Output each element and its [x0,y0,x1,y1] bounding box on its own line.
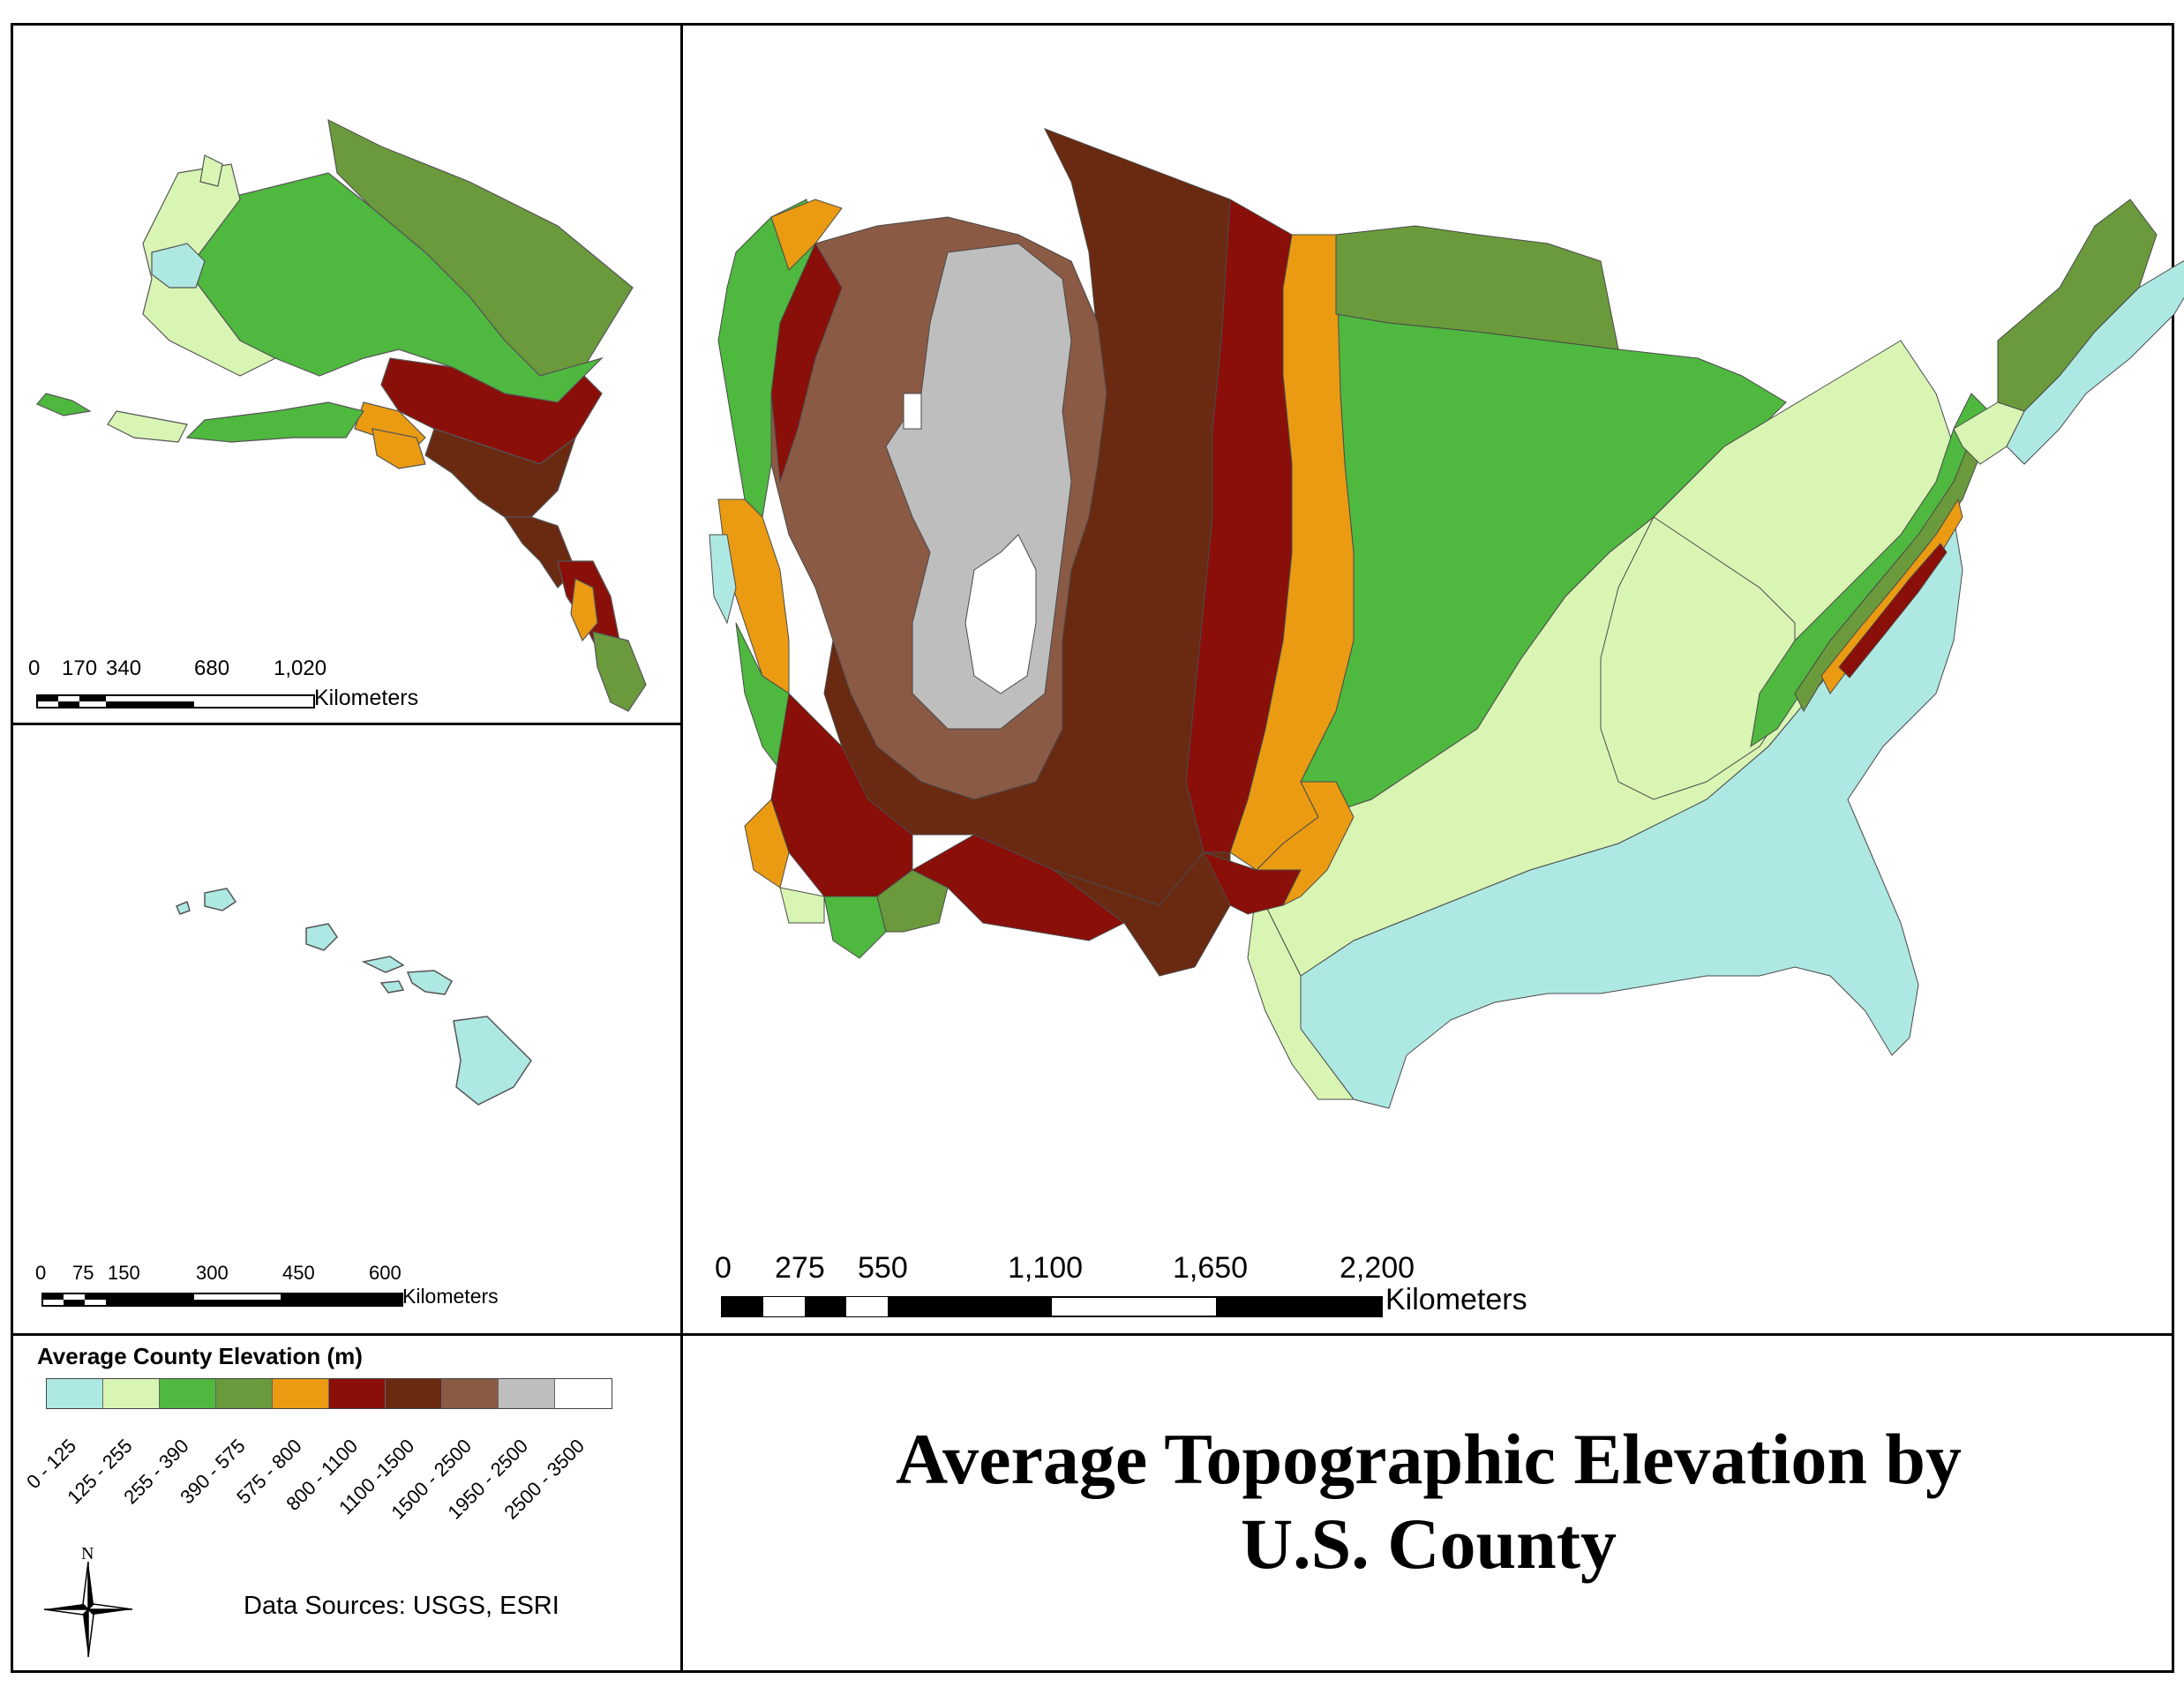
alaska-region [185,401,364,443]
scale-tick-label: 0 [28,656,41,680]
hawaii-island [176,900,191,915]
hawaii-inset: 0 75 150 300 450 600 Kilometers [11,725,683,1336]
map-title-line1: Average Topographic Elevation by [895,1419,1963,1499]
elevation-zone [770,199,843,271]
hawaii-map [176,888,532,1106]
scale-tick-label: 1,100 [1008,1251,1084,1285]
elevation-zone [823,896,887,959]
legend-swatch [386,1379,442,1408]
alaska-region [199,154,223,187]
title-panel: Average Topographic Elevation by U.S. Co… [683,1336,2174,1673]
map-title-line2: U.S. County [1240,1503,1617,1584]
data-sources: Data Sources: USGS, ESRI [244,1592,559,1620]
scale-tick-label: 600 [369,1262,402,1284]
hawaii-island [406,970,453,995]
scale-tick-label: 340 [106,656,142,680]
legend-swatch [103,1379,160,1408]
scale-tick-label: 300 [196,1262,229,1284]
legend-title: Average County Elevation (m) [37,1343,363,1369]
legend-swatch [555,1379,612,1408]
scale-tick-label: 450 [282,1262,315,1284]
alaska-region [592,631,647,712]
alaska-region [151,243,206,289]
conus-scale-bar [721,1296,1383,1317]
elevation-zone [779,887,825,924]
legend-swatch [329,1379,386,1408]
legend-swatch [273,1379,329,1408]
legend-swatch [216,1379,273,1408]
hawaii-island [204,888,237,911]
scale-tick-label: 0 [35,1262,47,1284]
alaska-map [36,118,647,712]
alaska-region [36,393,92,416]
hawaii-island [361,956,405,973]
elevation-zone [1247,886,1355,1100]
elevation-zone [964,534,1037,694]
scale-tick-label: 0 [715,1251,732,1285]
scale-tick-label: 170 [62,656,98,680]
alaska-region [107,410,188,443]
elevation-zone [1838,543,1948,679]
elevation-zone [1255,781,1355,907]
elevation-zone [1600,516,1796,800]
alaska-region [142,163,277,377]
elevation-zone [1335,225,1619,350]
scale-tick-label: 150 [108,1262,140,1284]
scale-tick-label: 680 [194,656,230,680]
elevation-zone [717,499,790,694]
elevation-zone [744,799,790,888]
elevation-zone [911,834,1125,941]
elevation-zone [1953,401,2025,465]
elevation-zone [903,393,922,430]
hawaii-island [379,980,405,993]
alaska-region [570,578,598,642]
scale-tick-label: 75 [72,1262,94,1284]
legend-swatch [47,1379,103,1408]
conus-map-panel: 0 275 550 1,100 1,650 2,200 Kilometers [683,23,2184,1336]
scale-unit: Kilometers [402,1285,499,1308]
hawaii-island [305,923,338,951]
scale-tick-label: 1,650 [1173,1251,1249,1285]
legend-swatch [160,1379,216,1408]
legend-swatch-row [46,1378,612,1409]
alaska-scale-bar [36,694,315,709]
conus-map [709,128,2184,1109]
elevation-zone [770,242,843,483]
map-layout-frame [11,23,2174,1673]
scale-unit: Kilometers [314,686,419,710]
legend-panel: Average County Elevation (m) 0 - 125 125… [11,1336,683,1673]
scale-tick-label: 2,200 [1340,1251,1415,1285]
elevation-zone [709,534,737,625]
legend-swatch [442,1379,499,1408]
legend-swatch [499,1379,555,1408]
scale-tick-label: 550 [858,1251,908,1285]
scale-unit: Kilometers [1385,1283,1527,1316]
scale-tick-label: 275 [775,1251,825,1285]
scale-tick-label: 1,020 [274,656,327,680]
hawaii-scale-bar [41,1293,403,1307]
hawaii-island [453,1016,532,1106]
alaska-region [372,428,426,469]
alaska-inset: 0 170 340 680 1,020 Kilometers [11,23,683,725]
north-arrow-icon [43,1561,133,1658]
north-arrow-label: N [81,1544,94,1563]
